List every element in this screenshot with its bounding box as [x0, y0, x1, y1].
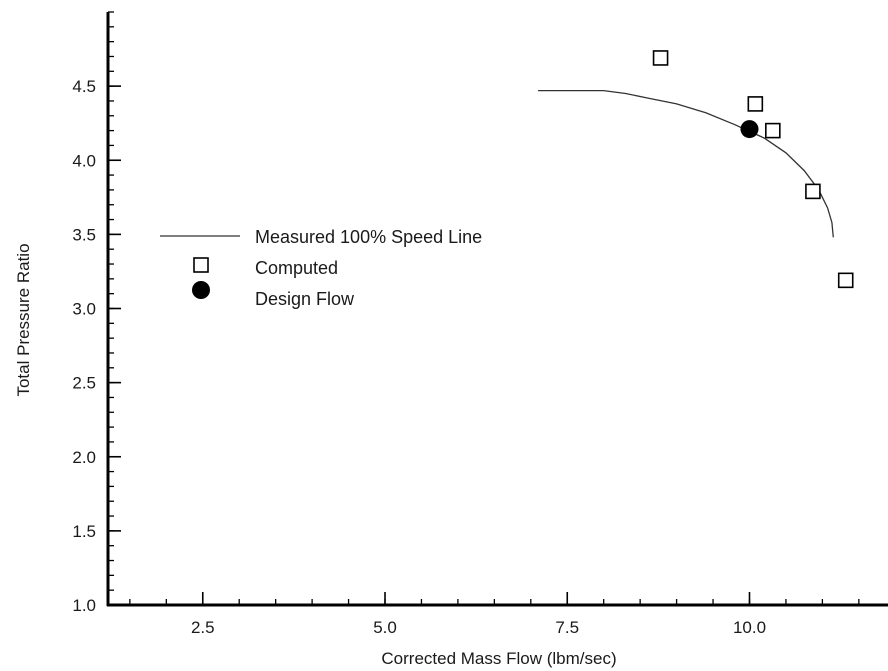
computed-point [805, 183, 821, 200]
major-ticks [108, 85, 751, 606]
x-tick-label: 7.5 [555, 618, 579, 637]
y-tick-label: 2.5 [72, 374, 96, 393]
y-tick-label: 1.0 [72, 596, 96, 615]
y-tick-label: 2.0 [72, 448, 96, 467]
legend-label: Measured 100% Speed Line [255, 227, 482, 247]
legend-square-swatch [193, 257, 209, 273]
computed-point [765, 122, 781, 139]
tick-labels: 2.5 5.0 7.5 10.0 1.0 1.5 2.0 2.5 3.0 3.5 4.0 4.5 [72, 77, 766, 637]
x-axis-title: Corrected Mass Flow (lbm/sec) [381, 649, 616, 668]
legend-label: Computed [255, 258, 338, 278]
x-tick-label: 5.0 [373, 618, 397, 637]
computed-point [837, 272, 854, 289]
y-tick-label: 4.5 [72, 77, 96, 96]
axes [106, 12, 888, 607]
measured-speed-line [538, 89, 834, 238]
x-tick-label: 2.5 [191, 618, 215, 637]
y-tick-label: 1.5 [72, 522, 96, 541]
y-axis-title: Total Pressure Ratio [14, 243, 33, 396]
legend: Measured 100% Speed Line Computed Design F… [160, 227, 482, 309]
computed-point [652, 50, 669, 66]
legend-label: Design Flow [255, 289, 355, 309]
y-tick-label: 4.0 [72, 151, 96, 170]
series-layer [538, 50, 854, 289]
design-flow-point [740, 120, 759, 139]
computed-point [747, 96, 764, 112]
x-tick-label: 10.0 [733, 618, 766, 637]
legend-circle-swatch [192, 281, 210, 299]
minor-ticks [108, 11, 860, 606]
y-tick-label: 3.0 [72, 300, 96, 319]
y-tick-label: 3.5 [72, 225, 96, 244]
